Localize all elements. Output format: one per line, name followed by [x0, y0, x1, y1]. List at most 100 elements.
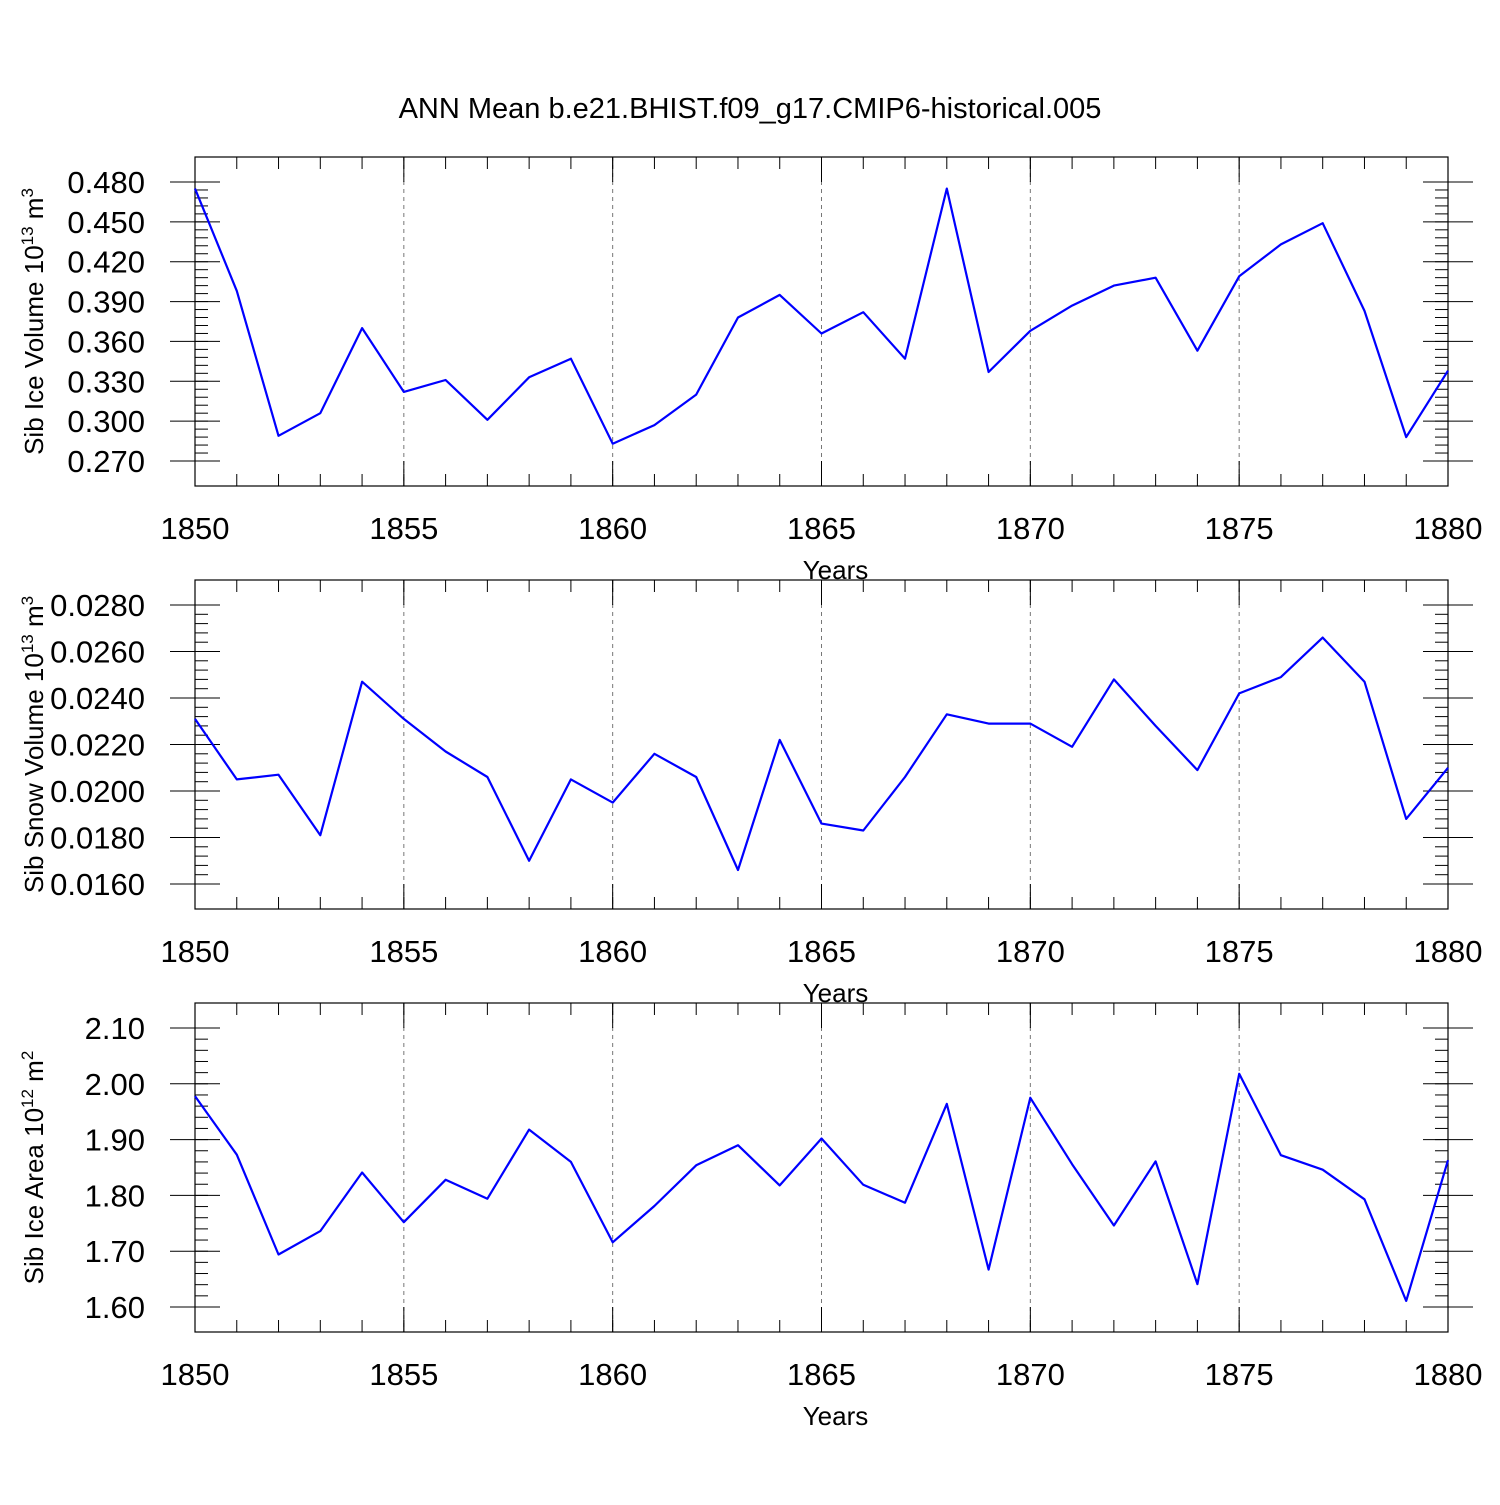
- data-point: [444, 1178, 447, 1181]
- data-point: [486, 1197, 489, 1200]
- panel-2: 0.0160 0.0180 0.0200 0.0220 0.0240 0.0260 0.02…: [18, 579, 1482, 1008]
- x-tick-label: 1855: [369, 511, 438, 546]
- y-tick-label: 0.0160: [50, 867, 145, 902]
- data-point: [194, 187, 197, 190]
- x-tick-label: 1870: [996, 511, 1065, 546]
- data-point: [486, 776, 489, 779]
- data-point: [569, 1160, 572, 1163]
- data-point: [736, 1144, 739, 1147]
- data-point: [361, 680, 364, 683]
- x-tick-label: 1865: [787, 511, 856, 546]
- x-tick-label: 1860: [578, 511, 647, 546]
- data-point: [569, 778, 572, 781]
- data-point: [695, 393, 698, 396]
- y-tick-label: 0.0180: [50, 821, 145, 856]
- y-tick-label: 0.390: [67, 285, 145, 320]
- data-point: [1321, 222, 1324, 225]
- data-point: [1071, 304, 1074, 307]
- data-point: [1279, 676, 1282, 679]
- x-tick-label: 1860: [578, 934, 647, 969]
- data-point: [361, 1171, 364, 1174]
- data-point: [319, 834, 322, 837]
- data-point: [1071, 745, 1074, 748]
- data-point: [402, 390, 405, 393]
- y-tick-label: 0.0240: [50, 681, 145, 716]
- data-point: [862, 311, 865, 314]
- x-tick-label: 1860: [578, 1357, 647, 1392]
- data-point: [945, 713, 948, 716]
- y-tick-label: 0.0280: [50, 588, 145, 623]
- data-point: [1405, 817, 1408, 820]
- data-point: [862, 829, 865, 832]
- y-tick-label: 1.70: [85, 1234, 145, 1269]
- y-axis-title: Sib Snow Volume 1013 m3: [18, 596, 49, 893]
- data-point: [1071, 1163, 1074, 1166]
- data-point: [1238, 692, 1241, 695]
- y-tick-label: 0.270: [67, 444, 145, 479]
- y-tick-label: 1.60: [85, 1290, 145, 1325]
- y-tick-label: 0.0220: [50, 728, 145, 763]
- x-tick-label: 1865: [787, 1357, 856, 1392]
- data-point: [528, 1128, 531, 1131]
- y-tick-label: 1.80: [85, 1178, 145, 1213]
- data-point: [402, 1221, 405, 1224]
- y-axis-title: Sib Ice Volume 1013 m3: [18, 188, 49, 455]
- data-point: [1405, 436, 1408, 439]
- y-tick-label: 2.10: [85, 1011, 145, 1046]
- x-tick-label: 1875: [1205, 511, 1274, 546]
- y-tick-label: 0.420: [67, 245, 145, 280]
- data-point: [820, 822, 823, 825]
- data-point: [1029, 329, 1032, 332]
- data-point: [277, 434, 280, 437]
- x-tick-label: 1870: [996, 1357, 1065, 1392]
- data-point: [569, 357, 572, 360]
- data-point: [1196, 769, 1199, 772]
- data-point: [1321, 636, 1324, 639]
- y-tick-label: 2.00: [85, 1067, 145, 1102]
- y-tick-label: 0.480: [67, 165, 145, 200]
- y-tick-label: 0.360: [67, 324, 145, 359]
- data-point: [904, 357, 907, 360]
- data-point: [736, 316, 739, 319]
- data-point: [820, 1137, 823, 1140]
- x-tick-label: 1875: [1205, 934, 1274, 969]
- data-point: [1447, 369, 1450, 372]
- x-axis-title: Years: [803, 1401, 869, 1431]
- y-axis-title: Sib Ice Area 1012 m2: [18, 1051, 49, 1285]
- data-point: [1447, 1159, 1450, 1162]
- data-point: [1363, 680, 1366, 683]
- data-point: [611, 1241, 614, 1244]
- data-point: [1238, 275, 1241, 278]
- data-point: [1154, 1160, 1157, 1163]
- data-point: [1154, 724, 1157, 727]
- data-point: [611, 801, 614, 804]
- data-point: [277, 773, 280, 776]
- panel-3: 1.60 1.70 1.80 1.90 2.00 2.10 1850 1855 1860 1865…: [18, 1002, 1482, 1431]
- data-point: [945, 187, 948, 190]
- data-point: [987, 1268, 990, 1271]
- data-point: [402, 717, 405, 720]
- data-point: [653, 752, 656, 755]
- data-point: [778, 293, 781, 296]
- data-point: [1029, 722, 1032, 725]
- data-point: [277, 1253, 280, 1256]
- data-point: [611, 442, 614, 445]
- data-point: [1238, 1072, 1241, 1075]
- x-tick-label: 1850: [161, 511, 230, 546]
- y-tick-label: 0.450: [67, 205, 145, 240]
- data-point: [987, 722, 990, 725]
- y-tick-label: 1.90: [85, 1123, 145, 1158]
- data-point: [1321, 1168, 1324, 1171]
- data-point: [695, 776, 698, 779]
- data-point: [1405, 1299, 1408, 1302]
- data-point: [1154, 276, 1157, 279]
- data-point: [486, 418, 489, 421]
- series-line: [193, 187, 1449, 445]
- data-point: [1196, 349, 1199, 352]
- figure-title: ANN Mean b.e21.BHIST.f09_g17.CMIP6-histo…: [399, 93, 1102, 125]
- series-line: [194, 1072, 1450, 1303]
- x-tick-label: 1850: [161, 1357, 230, 1392]
- data-point: [361, 327, 364, 330]
- data-point: [528, 376, 531, 379]
- data-point: [778, 738, 781, 741]
